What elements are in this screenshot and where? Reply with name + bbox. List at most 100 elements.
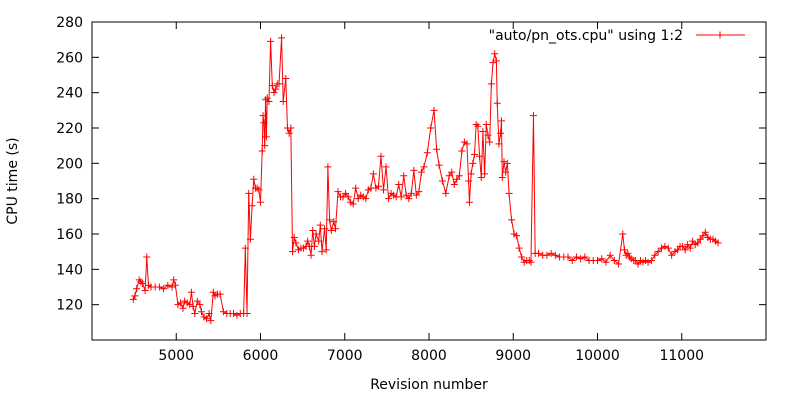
data-point [342,189,350,197]
data-point [668,251,676,259]
data-point [309,226,317,234]
data-point [484,131,492,139]
axes: 5000 6000 7000 8000 9000 10000 11000 120 140 160… [56,15,767,364]
data-point [420,163,428,171]
data-point [470,151,478,158]
x-tick-label: 10000 [575,348,620,364]
data-point [331,225,339,233]
data-point [644,258,652,266]
data-point [433,145,441,153]
data-point [318,248,326,256]
data-point [684,241,692,249]
data-point [241,244,249,252]
series-line [132,37,719,321]
data-point [515,244,523,252]
data-point [577,255,585,263]
data-point [326,216,334,224]
data-point [262,133,270,141]
data-point [681,246,689,254]
data-point [191,310,199,317]
data-point [186,301,194,309]
data-point [352,184,360,192]
data-point [131,292,139,300]
data-point [179,304,187,312]
data-point [354,195,362,203]
data-point [129,295,137,303]
data-point [620,246,628,254]
data-point [547,249,555,257]
data-point [535,249,543,257]
data-point [410,166,418,174]
data-point [474,122,482,130]
data-point [272,85,280,93]
data-point [263,94,271,102]
data-point [245,189,253,197]
data-point [513,232,521,240]
x-tick-label: 8000 [411,348,447,364]
data-point [661,242,669,250]
y-tick-label: 240 [56,86,83,102]
y-tick-label: 180 [56,192,83,208]
data-point [262,96,270,104]
data-point [679,242,687,250]
data-point [248,202,256,210]
data-point [397,193,405,201]
data-point [442,189,450,197]
data-point [525,257,533,264]
data-point [258,147,266,155]
legend-marker [716,31,724,39]
data-point [430,106,438,114]
data-point [502,168,510,176]
data-point [435,161,443,169]
data-point [491,50,499,58]
data-point [497,129,505,137]
data-point [278,34,286,42]
data-point [407,189,415,197]
data-point [543,251,551,259]
data-point [581,253,589,261]
data-point [699,232,707,240]
data-point [285,129,293,137]
data-point [160,285,168,293]
data-point [171,281,179,289]
data-point [497,117,505,125]
data-point [634,260,642,268]
data-point [427,124,435,132]
data-point [412,191,420,199]
data-point [438,177,446,185]
data-point [465,198,473,206]
y-tick-label: 160 [56,227,83,243]
data-point [477,173,485,181]
data-point [402,191,410,199]
data-point [267,37,275,45]
data-point [255,186,263,194]
y-tick-label: 220 [56,121,83,137]
y-axis-label: CPU time (s) [5,137,21,224]
data-point [275,80,283,88]
data-point [209,288,217,296]
data-point [344,193,352,201]
data-point [610,257,618,264]
data-point [250,175,258,183]
data-point [518,253,526,261]
data-point [327,226,335,234]
data-point [324,163,332,171]
data-point [463,140,471,148]
data-point [527,258,535,266]
data-point [334,188,342,196]
data-point [170,276,178,284]
data-point [465,177,473,185]
y-tick-label: 280 [56,15,83,31]
data-point [349,200,357,208]
y-axis-ticks: 120 140 160 180 200 220 240 260 280 [56,15,766,314]
data-point [315,237,323,245]
data-point [155,283,163,291]
data-point [486,138,494,146]
data-point [287,124,295,132]
data-point [508,216,516,224]
data-point [658,244,666,252]
x-tick-label: 7000 [327,348,363,364]
data-point [289,248,297,256]
data-point [445,172,453,180]
y-tick-label: 120 [56,298,83,314]
